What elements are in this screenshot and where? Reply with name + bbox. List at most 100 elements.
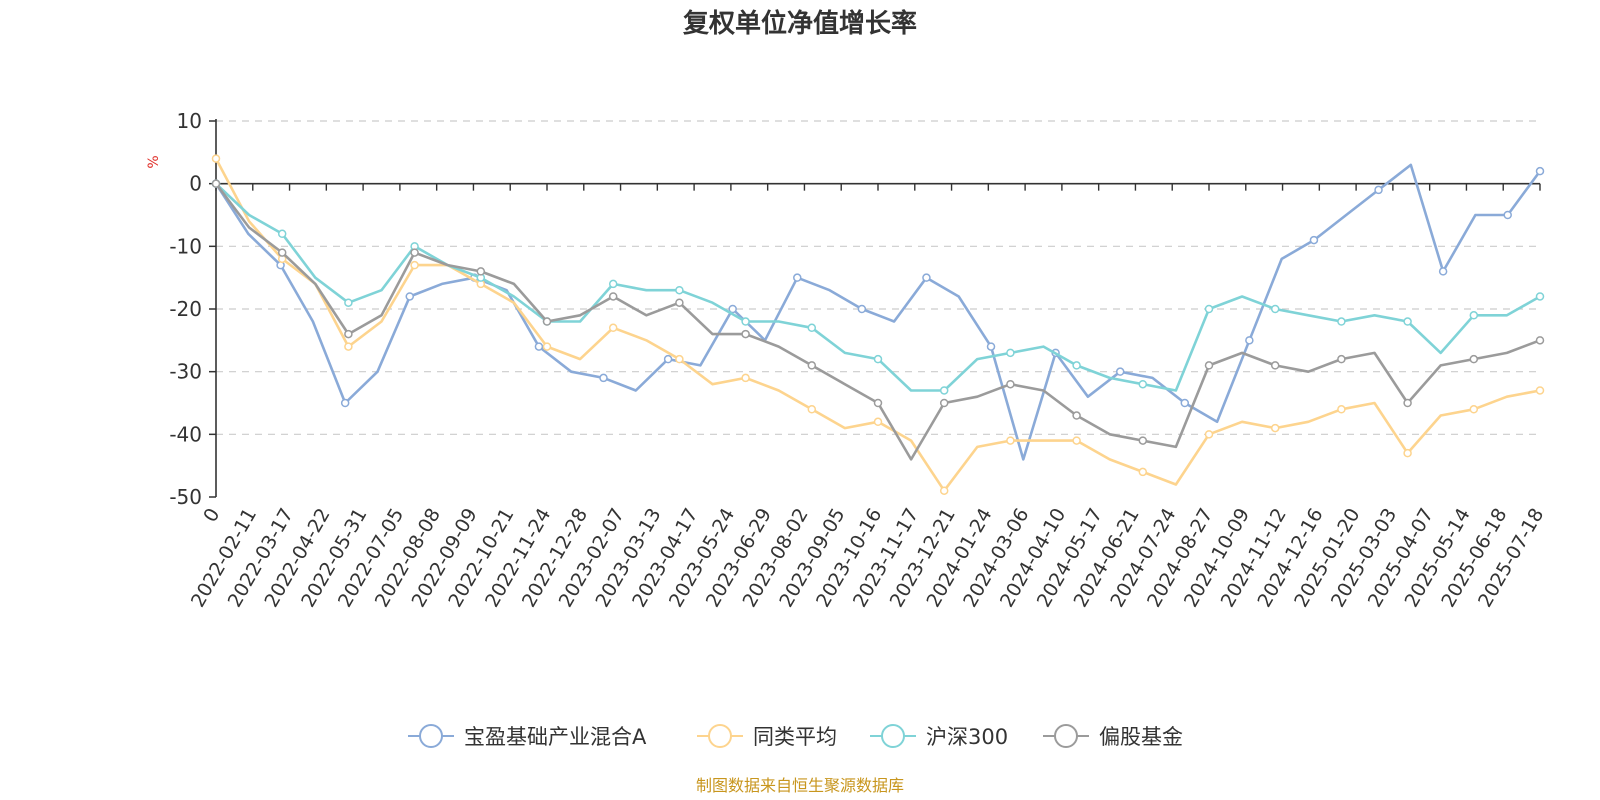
y-axis-unit: % — [146, 155, 162, 168]
series-point — [741, 329, 750, 339]
series-point — [807, 323, 817, 333]
series-point — [1309, 235, 1319, 245]
y-tick-label: -50 — [169, 485, 202, 509]
y-tick-label: 10 — [177, 109, 202, 133]
legend-label: 宝盈基础产业混合A — [464, 725, 647, 749]
series-line — [214, 163, 1542, 461]
series-point — [1270, 361, 1280, 370]
series-point — [277, 229, 287, 239]
series-point — [599, 373, 608, 383]
series-point — [939, 398, 949, 408]
legend-item[interactable]: 同类平均 — [697, 724, 837, 749]
series-point — [1204, 430, 1214, 439]
series-point — [1245, 336, 1254, 345]
series-point — [1337, 405, 1346, 414]
data-source-note: 制图数据来自恒生聚源数据库 — [696, 776, 904, 795]
series-point — [1469, 354, 1479, 364]
legend: 宝盈基础产业混合A 同类平均 沪深300 偏股基金 — [408, 724, 1183, 749]
series-point — [1374, 185, 1383, 195]
series-point — [807, 405, 817, 414]
series-point — [1072, 411, 1081, 420]
legend-item[interactable]: 沪深300 — [870, 724, 1008, 749]
series-point — [1535, 292, 1545, 301]
series-point — [1503, 210, 1512, 220]
series-point — [1337, 354, 1346, 364]
series-point — [939, 386, 949, 395]
series-point — [939, 486, 949, 495]
series-point — [211, 154, 221, 163]
series-point — [1138, 379, 1148, 389]
y-tick-label: -20 — [169, 297, 202, 321]
y-tick-label: -10 — [169, 234, 202, 258]
series-point — [1006, 379, 1015, 389]
x-tick-label: 0 — [199, 505, 224, 526]
series-point — [1438, 267, 1448, 276]
series-point — [1403, 448, 1412, 458]
series-point — [675, 285, 684, 295]
series-point — [410, 248, 419, 257]
series-point — [608, 279, 618, 289]
series-point — [1270, 304, 1280, 314]
series-point — [922, 273, 931, 282]
grid-lines — [216, 120, 1540, 435]
legend-label: 偏股基金 — [1099, 725, 1183, 749]
legend-item[interactable]: 宝盈基础产业混合A — [408, 724, 647, 749]
legend-swatch-circle — [1054, 724, 1078, 748]
series-point — [542, 342, 552, 351]
series-point — [1138, 436, 1148, 445]
series-point — [277, 248, 287, 257]
series-point — [873, 417, 883, 427]
series-point — [608, 292, 618, 301]
legend-swatch-circle — [708, 724, 732, 748]
series-point — [344, 342, 353, 351]
series-point — [1006, 348, 1015, 358]
series-point — [410, 260, 419, 270]
legend-item[interactable]: 偏股基金 — [1043, 724, 1183, 749]
series-point — [405, 292, 415, 301]
series-point — [1403, 317, 1412, 326]
y-tick-label: -40 — [169, 422, 202, 446]
legend-label: 同类平均 — [753, 725, 837, 749]
legend-label: 沪深300 — [926, 725, 1008, 749]
series-point — [1180, 398, 1190, 408]
series-point — [1204, 304, 1214, 314]
legend-swatch-circle — [419, 724, 443, 748]
series-point — [344, 298, 353, 307]
series-point — [1270, 423, 1280, 433]
series-point — [1138, 467, 1148, 477]
series-point — [728, 304, 737, 314]
series-point — [675, 298, 684, 307]
y-axis: 10 0 -10 -20 -30 -40 -50 — [169, 109, 217, 509]
series-point — [807, 361, 817, 370]
series-point — [344, 329, 353, 339]
series-point — [1535, 166, 1545, 176]
series-point — [1072, 436, 1081, 445]
series-point — [1337, 317, 1346, 326]
series-point — [211, 179, 221, 188]
series-point — [1403, 398, 1412, 408]
y-tick-label: -30 — [169, 360, 202, 384]
series-point — [476, 267, 486, 276]
series-point — [1535, 386, 1545, 395]
series-point — [340, 398, 350, 408]
series-point — [675, 354, 684, 364]
series-point — [1115, 367, 1125, 376]
series-point — [741, 317, 750, 326]
series-point — [986, 342, 996, 351]
series-point — [873, 354, 883, 364]
series-point — [1006, 436, 1015, 445]
series-point — [1072, 361, 1081, 370]
series-point — [1469, 405, 1479, 414]
series-point — [793, 273, 802, 282]
series-point — [873, 398, 883, 408]
chart-title: 复权单位净值增长率 — [683, 8, 917, 39]
series-point — [608, 323, 618, 333]
series-point — [542, 317, 552, 326]
series-point — [1204, 361, 1214, 370]
series-point — [741, 373, 750, 383]
series-point — [1469, 311, 1479, 320]
series-point — [534, 342, 544, 351]
y-tick-label: 0 — [189, 172, 202, 196]
series-lines — [211, 154, 1545, 495]
